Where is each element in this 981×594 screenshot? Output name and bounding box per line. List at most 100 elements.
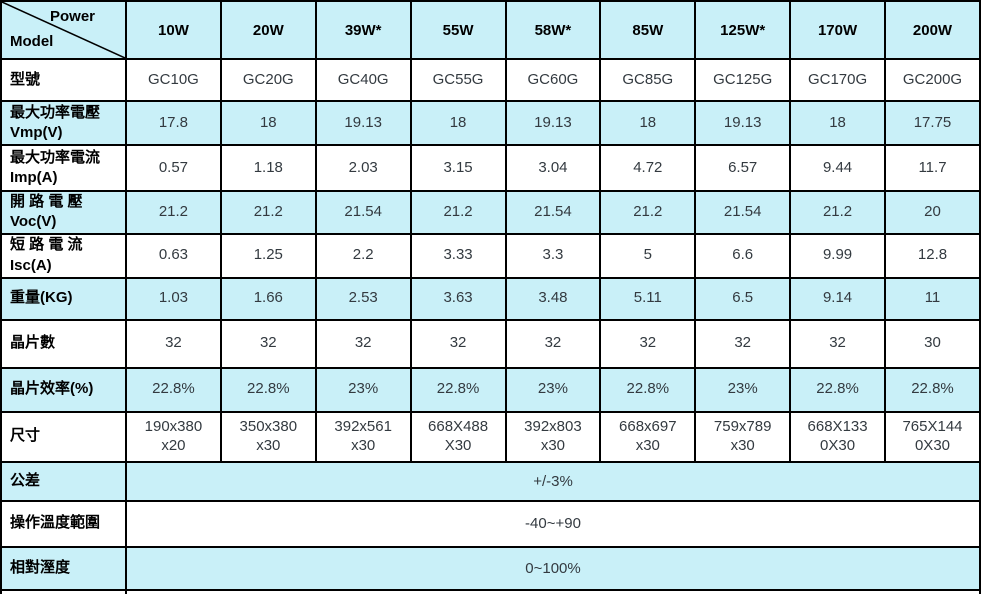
value-cell: 392x803 x30 (504, 410, 602, 463)
value-cell: 12.8 (884, 232, 981, 279)
table-row: 相對溼度 0~100% (0, 545, 981, 591)
value-cell: 19.13 (504, 100, 602, 146)
value-cell: 22.8% (884, 366, 981, 413)
value-cell: GC55G (409, 58, 507, 102)
value-cell: 759x789 x30 (694, 410, 792, 463)
value-cell: 3.04 (504, 144, 602, 192)
value-cell: 21.54 (504, 190, 602, 235)
row-label: 最大功率電壓 Vmp(V) (0, 100, 127, 146)
row-label: 型號 (0, 58, 127, 102)
value-cell: 21.54 (314, 190, 412, 235)
row-label: 重量(KG) (0, 276, 127, 321)
power-header-55w: 55W (409, 0, 507, 60)
value-cell: 668X488 X30 (409, 410, 507, 463)
value-cell: 3.3 (504, 232, 602, 279)
value-cell: 18 (599, 100, 697, 146)
value-cell: GC10G (125, 58, 222, 102)
value-cell: 392x561 x30 (314, 410, 412, 463)
value-cell: 22.8% (219, 366, 317, 413)
value-cell: GC40G (314, 58, 412, 102)
value-cell: 32 (219, 318, 317, 369)
value-cell: 5 (599, 232, 697, 279)
value-cell: 21.54 (694, 190, 792, 235)
value-cell: 22.8% (409, 366, 507, 413)
merged-value-cell: -40~+90 (125, 499, 981, 548)
table-row: 最大功率電流 Imp(A) 0.57 1.18 2.03 3.15 3.04 4.72 6.5… (0, 144, 981, 192)
value-cell: 21.2 (125, 190, 222, 235)
value-cell: 350x380 x30 (219, 410, 317, 463)
merged-value-cell: 0~100% (125, 545, 981, 591)
value-cell: 23% (314, 366, 412, 413)
value-cell: GC60G (504, 58, 602, 102)
value-cell: 3.48 (504, 276, 602, 321)
value-cell: 765X144 0X30 (884, 410, 981, 463)
power-header-170w: 170W (789, 0, 886, 60)
value-cell: 1.03 (125, 276, 222, 321)
table-row: 公差 +/-3% (0, 460, 981, 502)
table-row: 型號 GC10G GC20G GC40G GC55G GC60G GC85G GC125G GC… (0, 58, 981, 102)
value-cell: 1.25 (219, 232, 317, 279)
value-cell: 2.2 (314, 232, 412, 279)
row-label: 相對溼度 (0, 545, 127, 591)
value-cell: 18 (789, 100, 886, 146)
header-row: Power Model 10W 20W 39W* 55W 58W* 85W 125W* 170… (0, 0, 981, 60)
value-cell: 4.72 (599, 144, 697, 192)
value-cell: 22.8% (125, 366, 222, 413)
value-cell: 32 (789, 318, 886, 369)
value-cell: 3.15 (409, 144, 507, 192)
value-cell: 21.2 (599, 190, 697, 235)
value-cell: GC200G (884, 58, 981, 102)
value-cell: 22.8% (789, 366, 886, 413)
value-cell: 6.6 (694, 232, 792, 279)
value-cell: 6.57 (694, 144, 792, 192)
value-cell: 3.33 (409, 232, 507, 279)
value-cell: 11.7 (884, 144, 981, 192)
value-cell: 2.53 (314, 276, 412, 321)
row-label: 開 路 電 壓 Voc(V) (0, 190, 127, 235)
value-cell: 18 (219, 100, 317, 146)
value-cell: 21.2 (409, 190, 507, 235)
row-label: 操作溫度範圍 (0, 499, 127, 548)
value-cell: 18 (409, 100, 507, 146)
table-row: 短 路 電 流 Isc(A) 0.63 1.25 2.2 3.33 3.3 5 6.6 9.99… (0, 232, 981, 279)
table-row: 晶片效率(%) 22.8% 22.8% 23% 22.8% 23% 22.8% 23% 22.8… (0, 366, 981, 413)
value-cell: 17.75 (884, 100, 981, 146)
value-cell: 32 (314, 318, 412, 369)
table-row: 開 路 電 壓 Voc(V) 21.2 21.2 21.54 21.2 21.54 21.2… (0, 190, 981, 235)
row-label: 晶片數 (0, 318, 127, 369)
value-cell: 21.2 (219, 190, 317, 235)
value-cell: 23% (504, 366, 602, 413)
value-cell: 32 (125, 318, 222, 369)
value-cell: 30 (884, 318, 981, 369)
value-cell: 0.63 (125, 232, 222, 279)
value-cell: 3.63 (409, 276, 507, 321)
value-cell: 668x697 x30 (599, 410, 697, 463)
table-row: 尺寸 190x380 x20 350x380 x30 392x561 x30 668X4… (0, 410, 981, 463)
diagonal-line (2, 2, 125, 58)
value-cell: 17.8 (125, 100, 222, 146)
value-cell: 5.11 (599, 276, 697, 321)
corner-cell: Power Model (0, 0, 127, 60)
value-cell: 11 (884, 276, 981, 321)
table-row: 最大功率電壓 Vmp(V) 17.8 18 19.13 18 19.13 18 19.13 18… (0, 100, 981, 146)
value-cell: 1.18 (219, 144, 317, 192)
value-cell: 9.44 (789, 144, 886, 192)
value-cell: 32 (694, 318, 792, 369)
value-cell: GC125G (694, 58, 792, 102)
value-cell: 22.8% (599, 366, 697, 413)
power-header-200w: 200W (884, 0, 981, 60)
value-cell: 6.5 (694, 276, 792, 321)
value-cell: 0.57 (125, 144, 222, 192)
value-cell: 9.99 (789, 232, 886, 279)
power-header-39w: 39W* (314, 0, 412, 60)
corner-power-label: Power (50, 8, 96, 25)
merged-value-cell: +/-3% (125, 460, 981, 502)
corner-model-label: Model (10, 33, 54, 50)
value-cell: 190x380 x20 (125, 410, 222, 463)
value-cell: 1.66 (219, 276, 317, 321)
row-label: 尺寸 (0, 410, 127, 463)
value-cell: 21.2 (789, 190, 886, 235)
row-label: 最大功率電流 Imp(A) (0, 144, 127, 192)
value-cell: 668X133 0X30 (789, 410, 886, 463)
power-header-85w: 85W (599, 0, 697, 60)
